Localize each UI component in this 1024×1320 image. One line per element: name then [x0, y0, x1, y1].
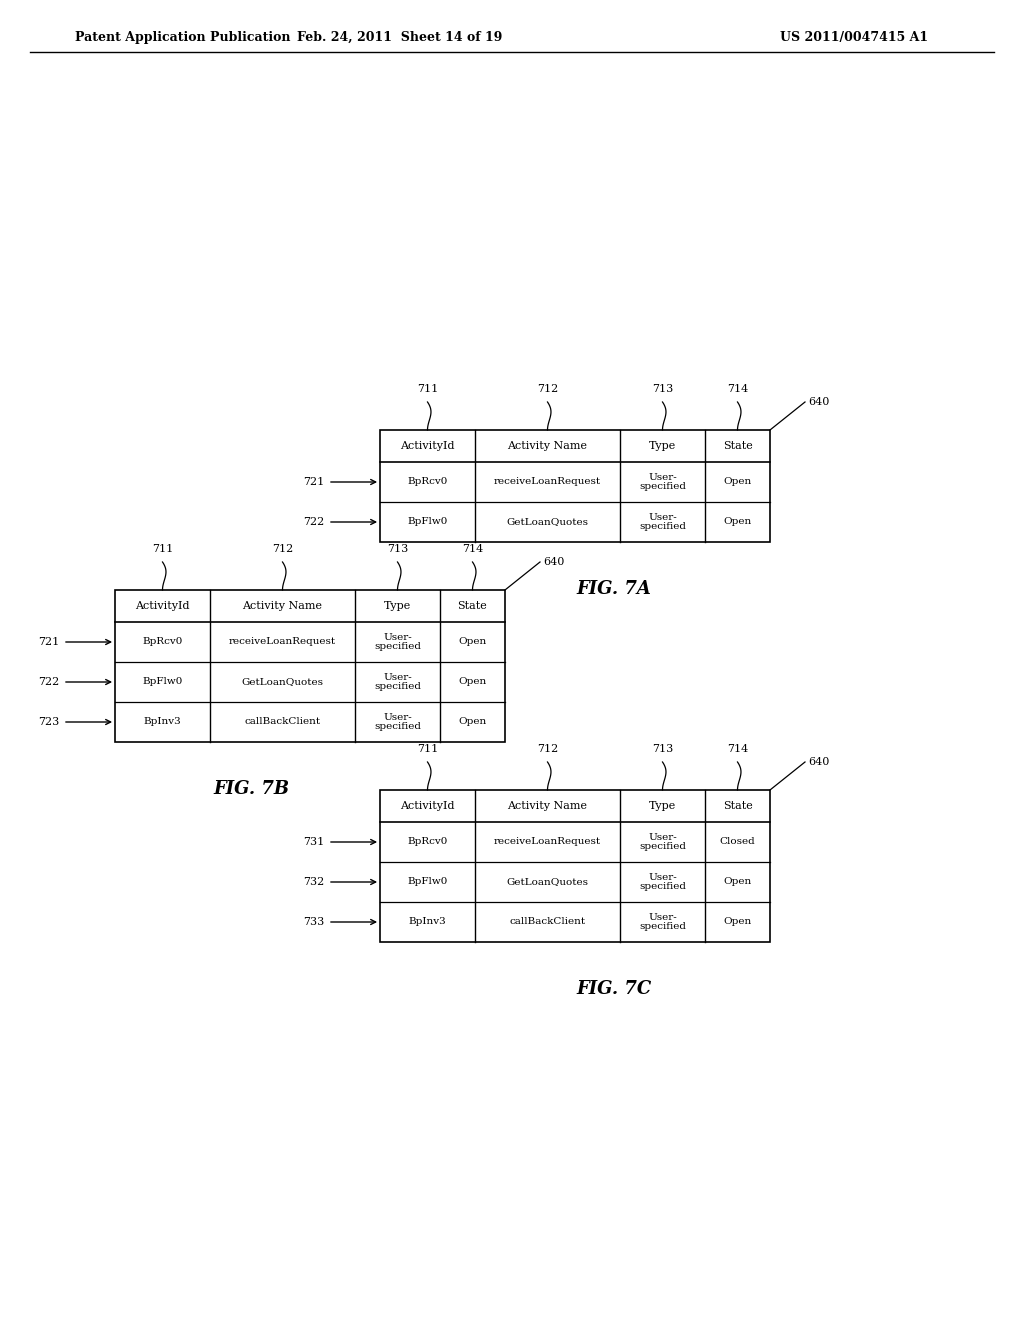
Text: BpFlw0: BpFlw0: [408, 878, 447, 887]
Text: Open: Open: [459, 718, 486, 726]
Text: 722: 722: [38, 677, 59, 686]
Text: Activity Name: Activity Name: [508, 441, 588, 451]
Text: Closed: Closed: [720, 837, 756, 846]
Text: User-
specified: User- specified: [639, 512, 686, 532]
Text: 640: 640: [808, 397, 829, 407]
Text: Open: Open: [723, 478, 752, 487]
Text: 712: 712: [537, 744, 558, 754]
Text: callBackClient: callBackClient: [509, 917, 586, 927]
Text: Feb. 24, 2011  Sheet 14 of 19: Feb. 24, 2011 Sheet 14 of 19: [297, 30, 503, 44]
Text: 712: 712: [537, 384, 558, 393]
Text: 714: 714: [727, 744, 749, 754]
Text: BpRcv0: BpRcv0: [408, 478, 447, 487]
Text: receiveLoanRequest: receiveLoanRequest: [229, 638, 336, 647]
Text: 640: 640: [808, 756, 829, 767]
Text: 721: 721: [303, 477, 324, 487]
Text: Open: Open: [723, 917, 752, 927]
Text: Open: Open: [459, 677, 486, 686]
Bar: [380, 430, 770, 543]
Text: BpInv3: BpInv3: [409, 917, 446, 927]
Text: User-
specified: User- specified: [639, 873, 686, 891]
Text: 713: 713: [652, 744, 673, 754]
Text: 713: 713: [387, 544, 409, 554]
Text: FIG. 7A: FIG. 7A: [577, 579, 651, 598]
Text: User-
specified: User- specified: [639, 912, 686, 932]
Text: Type: Type: [384, 601, 411, 611]
Text: BpRcv0: BpRcv0: [142, 638, 182, 647]
Text: ActivityId: ActivityId: [135, 601, 189, 611]
Text: FIG. 7B: FIG. 7B: [213, 780, 290, 799]
Text: receiveLoanRequest: receiveLoanRequest: [494, 478, 601, 487]
Bar: [380, 789, 770, 942]
Text: 712: 712: [272, 544, 293, 554]
Text: Activity Name: Activity Name: [508, 801, 588, 810]
Text: 733: 733: [303, 917, 324, 927]
Bar: [115, 590, 505, 742]
Text: State: State: [723, 441, 753, 451]
Text: Open: Open: [459, 638, 486, 647]
Text: BpFlw0: BpFlw0: [408, 517, 447, 527]
Text: BpFlw0: BpFlw0: [142, 677, 182, 686]
Text: User-
specified: User- specified: [374, 632, 421, 651]
Text: User-
specified: User- specified: [374, 673, 421, 692]
Text: 714: 714: [462, 544, 483, 554]
Text: 714: 714: [727, 384, 749, 393]
Text: State: State: [723, 801, 753, 810]
Text: BpRcv0: BpRcv0: [408, 837, 447, 846]
Text: GetLoanQuotes: GetLoanQuotes: [507, 878, 589, 887]
Text: ActivityId: ActivityId: [400, 441, 455, 451]
Text: US 2011/0047415 A1: US 2011/0047415 A1: [780, 30, 928, 44]
Text: ActivityId: ActivityId: [400, 801, 455, 810]
Text: 723: 723: [38, 717, 59, 727]
Text: Patent Application Publication: Patent Application Publication: [75, 30, 291, 44]
Text: 640: 640: [543, 557, 564, 568]
Text: GetLoanQuotes: GetLoanQuotes: [507, 517, 589, 527]
Text: 713: 713: [652, 384, 673, 393]
Text: State: State: [458, 601, 487, 611]
Text: 721: 721: [38, 638, 59, 647]
Text: User-
specified: User- specified: [639, 473, 686, 491]
Text: 711: 711: [417, 384, 438, 393]
Text: receiveLoanRequest: receiveLoanRequest: [494, 837, 601, 846]
Text: Open: Open: [723, 517, 752, 527]
Text: BpInv3: BpInv3: [143, 718, 181, 726]
Text: User-
specified: User- specified: [639, 833, 686, 851]
Text: callBackClient: callBackClient: [245, 718, 321, 726]
Text: Type: Type: [649, 441, 676, 451]
Text: FIG. 7C: FIG. 7C: [577, 979, 651, 998]
Text: 711: 711: [417, 744, 438, 754]
Text: 731: 731: [303, 837, 324, 847]
Text: GetLoanQuotes: GetLoanQuotes: [242, 677, 324, 686]
Text: Type: Type: [649, 801, 676, 810]
Text: Activity Name: Activity Name: [243, 601, 323, 611]
Text: 711: 711: [152, 544, 173, 554]
Text: Open: Open: [723, 878, 752, 887]
Text: User-
specified: User- specified: [374, 713, 421, 731]
Text: 732: 732: [303, 876, 324, 887]
Text: 722: 722: [303, 517, 324, 527]
